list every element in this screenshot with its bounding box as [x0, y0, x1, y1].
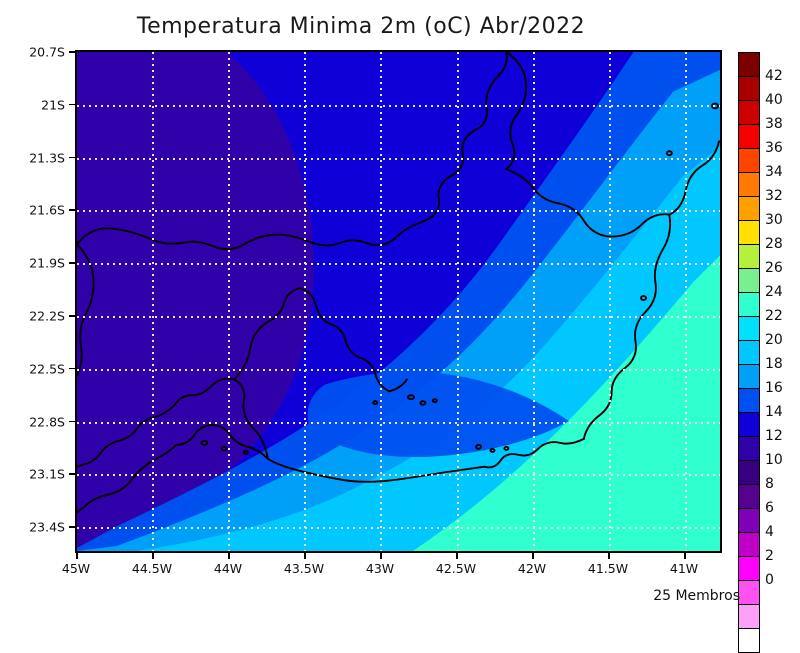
x-tick: [152, 553, 154, 559]
colorbar-cell: 8: [738, 460, 774, 492]
y-axis-label: 21S: [41, 97, 65, 113]
colorbar-cell: [738, 628, 760, 653]
colorbar-tick-label: 24: [765, 284, 783, 301]
map-plot-area[interactable]: [75, 50, 722, 553]
colorbar-tick-label: 32: [765, 188, 783, 205]
y-tick: [69, 315, 75, 317]
temperature-contour-map: [77, 52, 720, 551]
colorbar-cell: 10: [738, 436, 783, 468]
y-axis-label: 23.4S: [29, 519, 65, 535]
colorbar-cell: 6: [738, 484, 774, 516]
colorbar-tick-label: 42: [765, 68, 783, 85]
colorbar-tick-label: 38: [765, 116, 783, 133]
x-axis-label: 41.5W: [587, 561, 629, 576]
colorbar-tick-label: 14: [765, 404, 783, 421]
colorbar-tick-label: 20: [765, 332, 783, 349]
y-tick: [69, 262, 75, 264]
colorbar-cell: 16: [738, 364, 783, 396]
colorbar-cell: [738, 580, 760, 606]
colorbar-cell: 2: [738, 532, 774, 564]
colorbar-tick-label: 2: [765, 548, 774, 565]
colorbar-tick-label: 26: [765, 260, 783, 277]
x-tick: [456, 553, 458, 559]
colorbar-cell: 0: [738, 556, 774, 588]
x-tick: [380, 553, 382, 559]
y-tick: [69, 367, 75, 370]
x-axis-label: 45W: [61, 561, 91, 576]
colorbar-cell: 18: [738, 340, 783, 372]
x-axis-label: 44.5W: [131, 561, 173, 576]
x-tick: [76, 553, 78, 559]
colorbar-legend[interactable]: 42 40 38 36 34 32 30 28 26 24 22 20 18 16 14 12 10 8 6 4 2 0: [738, 52, 783, 653]
colorbar-tick-label: 30: [765, 212, 783, 229]
colorbar-cell: 30: [738, 196, 783, 228]
colorbar-tick-label: 0: [765, 572, 774, 589]
y-axis-label: 21.9S: [29, 255, 65, 271]
y-axis-label: 22.5S: [29, 361, 65, 377]
colorbar-cell: 24: [738, 268, 783, 300]
x-tick: [684, 553, 686, 559]
y-axis-label: 21.6S: [29, 202, 65, 218]
colorbar-tick-label: 16: [765, 380, 783, 397]
colorbar-cell: 28: [738, 220, 783, 252]
y-tick: [69, 473, 75, 475]
colorbar-cell: 14: [738, 388, 783, 420]
x-tick: [608, 553, 610, 559]
x-axis-label: 42.5W: [435, 561, 477, 576]
y-axis-label: 20.7S: [29, 44, 65, 60]
colorbar-cell: 32: [738, 172, 783, 204]
y-axis-label: 22.8S: [29, 414, 65, 430]
y-tick: [69, 103, 75, 106]
y-tick: [69, 526, 75, 528]
y-tick: [69, 420, 75, 423]
colorbar-tick-label: 18: [765, 356, 783, 373]
y-tick: [69, 209, 75, 211]
colorbar-cell: 36: [738, 124, 783, 156]
colorbar-cell: [738, 604, 760, 630]
y-tick: [69, 51, 75, 53]
y-axis-label: 21.3S: [29, 150, 65, 166]
y-tick: [69, 156, 75, 159]
colorbar-tick-label: 4: [765, 524, 774, 541]
x-axis-label: 43.5W: [283, 561, 325, 576]
colorbar-cell: 22: [738, 292, 783, 324]
colorbar-tick-label: 36: [765, 140, 783, 157]
colorbar-cell: 40: [738, 76, 783, 108]
colorbar-cell: 12: [738, 412, 783, 444]
x-tick: [228, 553, 230, 559]
colorbar-tick-label: 6: [765, 500, 774, 517]
ensemble-members-caption: 25 Membros: [653, 588, 740, 604]
colorbar-cell: 26: [738, 244, 783, 276]
colorbar-tick-label: 28: [765, 236, 783, 253]
colorbar-tick-label: 40: [765, 92, 783, 109]
x-axis-label: 41W: [669, 561, 699, 576]
colorbar-tick-label: 8: [765, 476, 774, 493]
y-axis-label: 23.1S: [29, 466, 65, 482]
colorbar-tick-label: 34: [765, 164, 783, 181]
y-axis-label: 22.2S: [29, 308, 65, 324]
x-axis-label: 44W: [213, 561, 243, 576]
colorbar-cell: 38: [738, 100, 783, 132]
page-title: Temperatura Minima 2m (oC) Abr/2022: [136, 14, 586, 39]
x-tick: [532, 553, 534, 559]
x-axis-label: 43W: [365, 561, 395, 576]
colorbar-tick-label: 12: [765, 428, 783, 445]
colorbar-tick-label: 22: [765, 308, 783, 325]
colorbar-cell: 4: [738, 508, 774, 540]
colorbar-cell: 42: [738, 52, 783, 84]
x-tick: [304, 553, 306, 559]
x-axis-label: 42W: [517, 561, 547, 576]
colorbar-tick-label: 10: [765, 452, 783, 469]
colorbar-cell: 20: [738, 316, 783, 348]
colorbar-cell: 34: [738, 148, 783, 180]
